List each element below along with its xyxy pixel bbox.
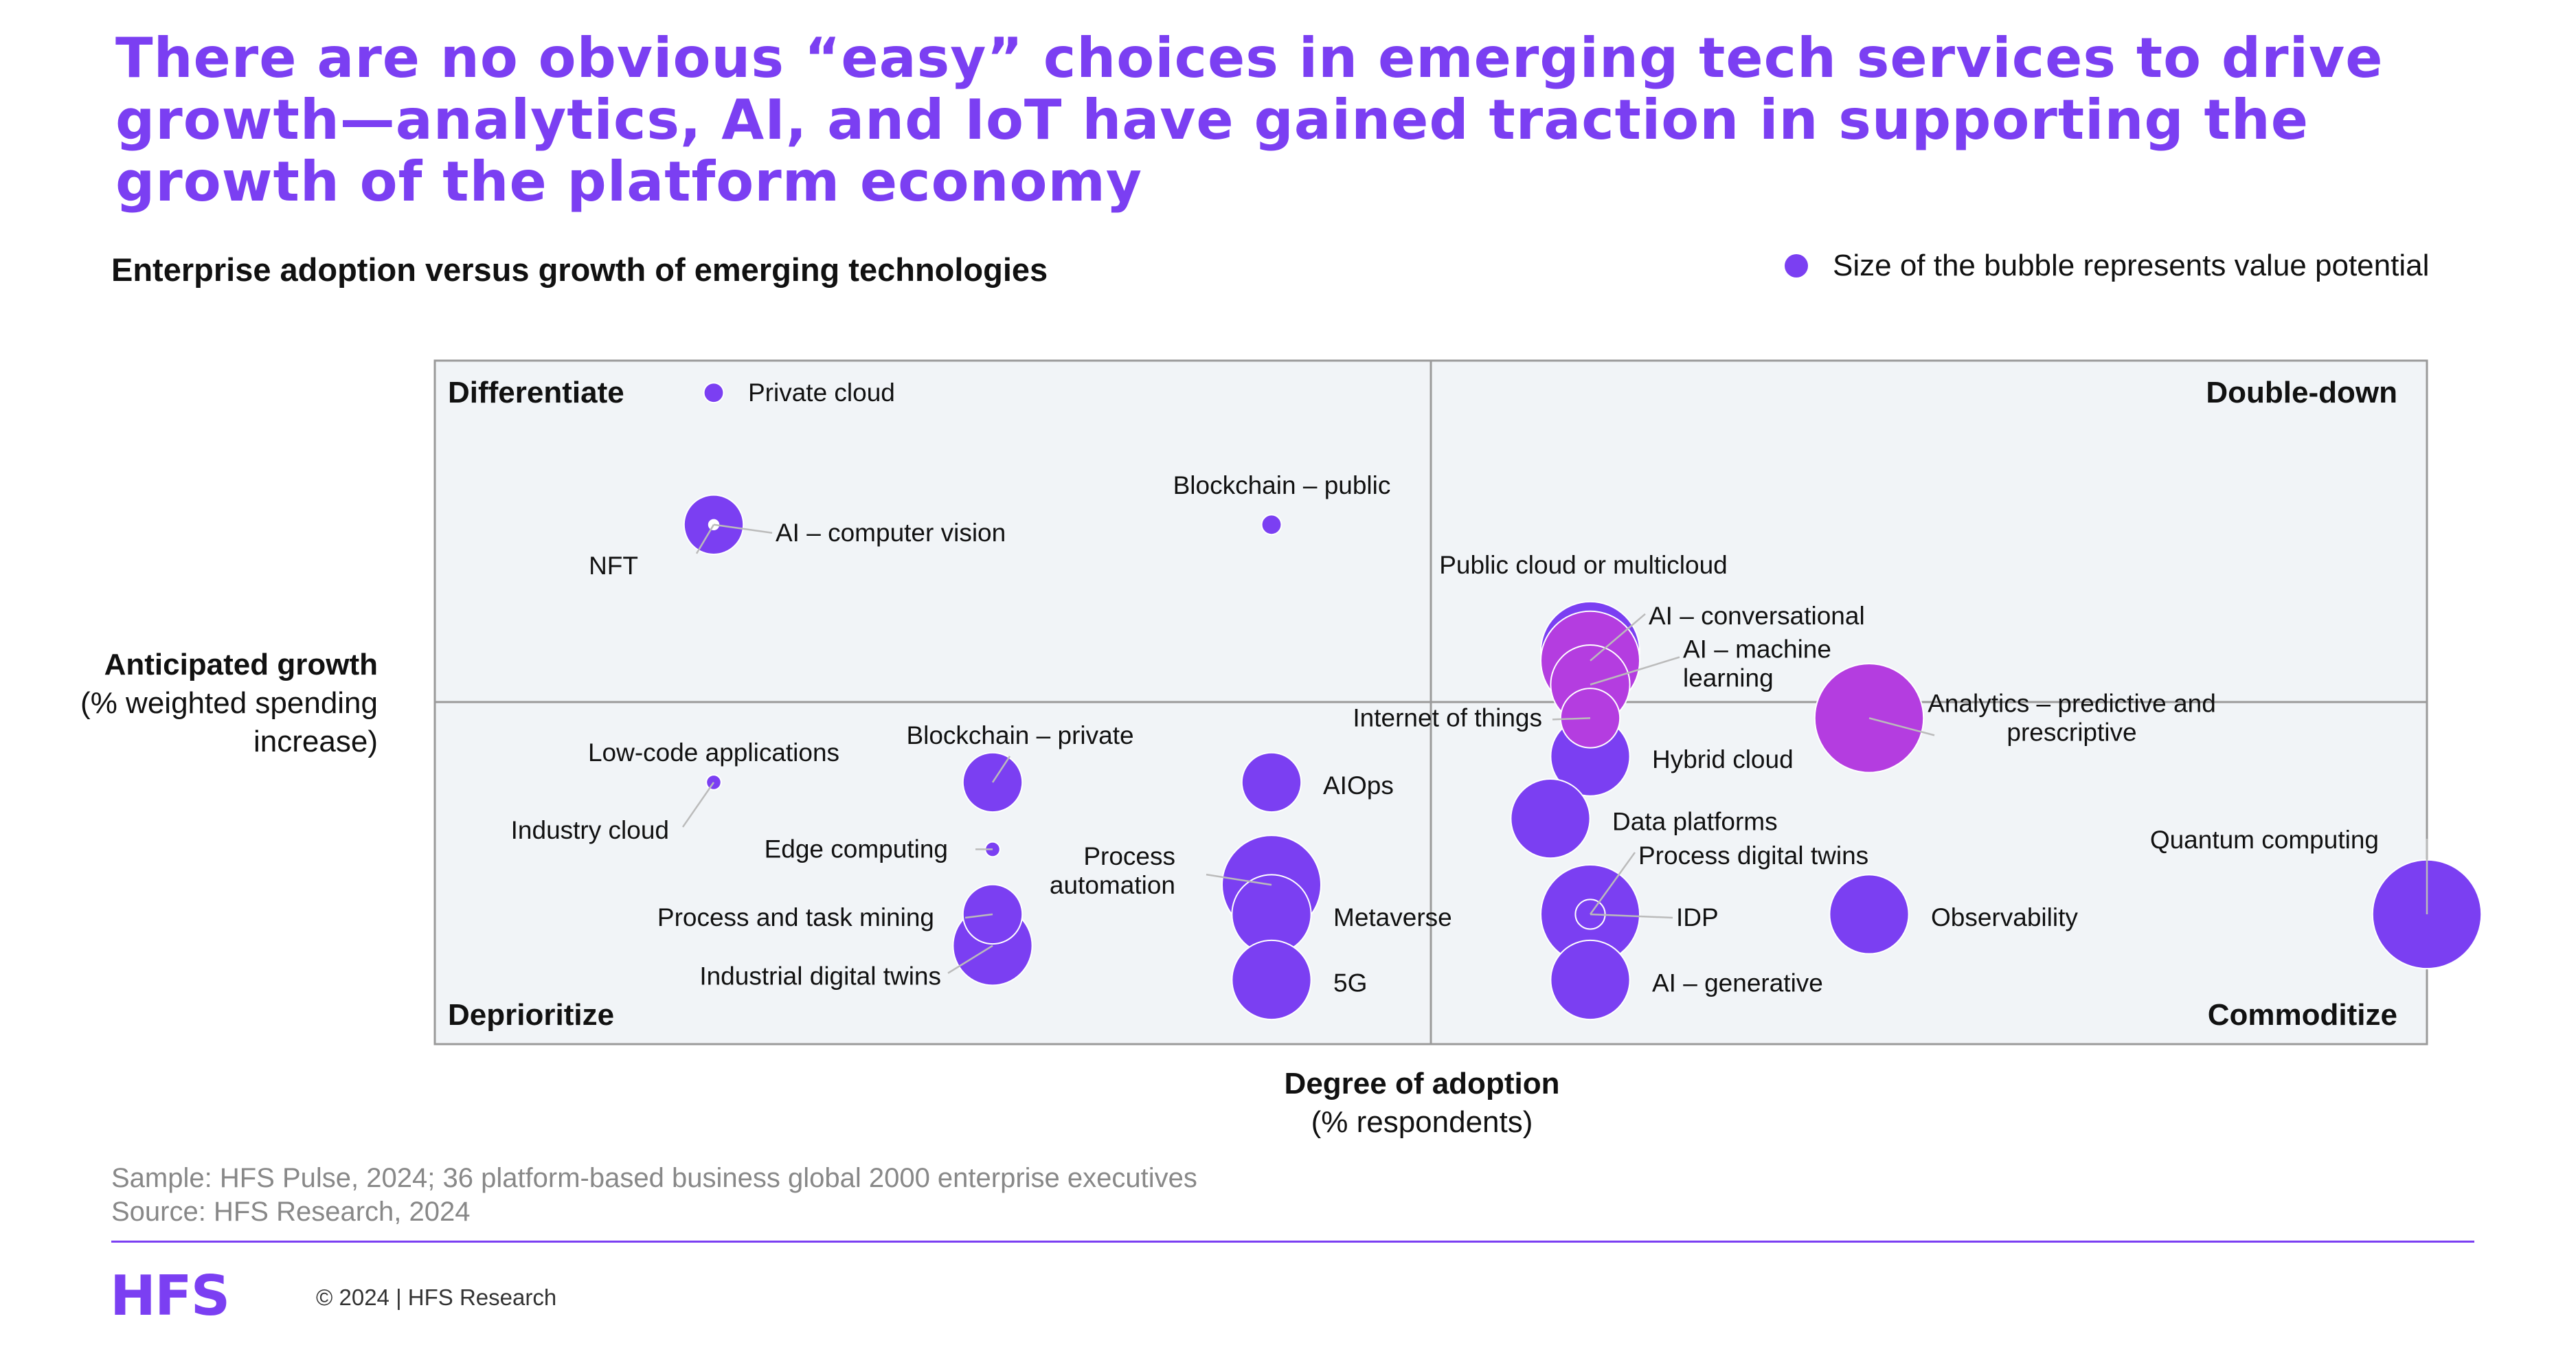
label-ai-computer-vision: AI – computer vision: [776, 519, 1006, 547]
bubble-chart: Differentiate Double-down Deprioritize C…: [433, 359, 2483, 1046]
leader-industry-cloud: [681, 782, 715, 828]
label-internet-of-things: Internet of things: [1353, 703, 1542, 732]
x-axis-title: Degree of adoption: [1284, 1067, 1560, 1100]
label-ai-generative: AI – generative: [1652, 969, 1823, 997]
quadrant-label-double-down: Double-down: [2206, 376, 2397, 409]
label-analytics-predictive-and-prescriptive: Analytics – predictive and prescriptive: [1928, 689, 2216, 746]
sample-note: Sample: HFS Pulse, 2024; 36 platform-bas…: [111, 1163, 1197, 1193]
label-metaverse: Metaverse: [1333, 903, 1452, 931]
label-quantum-computing: Quantum computing: [2150, 826, 2379, 854]
leader-lines: [681, 523, 2428, 974]
leader-ai-computer-vision: [713, 523, 773, 534]
leader-process-and-task-mining: [964, 913, 993, 919]
label-process-and-task-mining: Process and task mining: [657, 903, 934, 931]
label-private-cloud: Private cloud: [748, 378, 895, 407]
label-hybrid-cloud: Hybrid cloud: [1652, 745, 1794, 773]
copyright: © 2024 | HFS Research: [316, 1285, 557, 1310]
legend-bubble-icon: [1785, 254, 1808, 278]
chart-subtitle: Enterprise adoption versus growth of eme…: [111, 251, 1048, 288]
bubble-observability: [1829, 874, 1910, 955]
label-data-platforms: Data platforms: [1612, 808, 1778, 836]
label-5g: 5G: [1333, 969, 1367, 997]
bubble-5g: [1231, 939, 1312, 1021]
label-industrial-digital-twins: Industrial digital twins: [699, 962, 941, 991]
footer-divider: [111, 1241, 2474, 1243]
leader-internet-of-things: [1552, 717, 1591, 721]
leader-nft: [695, 524, 715, 554]
bubble-private-cloud: [703, 382, 725, 404]
quadrant-label-deprioritize: Deprioritize: [448, 998, 614, 1032]
y-axis-label: Anticipated growth (% weighted spending …: [76, 646, 378, 761]
label-edge-computing: Edge computing: [765, 835, 948, 863]
quadrant-label-commoditize: Commoditize: [2208, 998, 2397, 1032]
label-blockchain-private: Blockchain – private: [906, 721, 1133, 749]
bubble-labels: Private cloud NFT AI – computer vision Bloc…: [511, 378, 2379, 997]
label-public-cloud-or-multicloud: Public cloud or multicloud: [1439, 551, 1728, 579]
label-aiops: AIOps: [1323, 771, 1394, 800]
source-note: Source: HFS Research, 2024: [111, 1197, 471, 1227]
y-axis-title: Anticipated growth: [104, 648, 378, 681]
x-axis-subtitle: (% respondents): [1311, 1105, 1533, 1139]
x-axis-label: Degree of adoption (% respondents): [1216, 1065, 1628, 1142]
label-idp: IDP: [1676, 903, 1719, 931]
hfs-logo: HFS: [110, 1264, 230, 1328]
y-axis-subtitle: (% weighted spending increase): [80, 686, 378, 758]
bubble-blockchain-public: [1261, 514, 1283, 536]
leader-process-digital-twins: [1589, 852, 1636, 915]
leader-analytics-predictive-and-prescriptive: [1868, 717, 1935, 736]
leader-idp: [1590, 913, 1673, 919]
label-process-digital-twins: Process digital twins: [1638, 841, 1868, 870]
leader-ai-machine-learning: [1590, 656, 1680, 686]
legend-text: Size of the bubble represents value pote…: [1833, 249, 2430, 282]
label-low-code-applications: Low-code applications: [588, 738, 839, 767]
leader-ai-conversational: [1590, 613, 1646, 662]
label-industry-cloud: Industry cloud: [511, 816, 669, 844]
bubble-aiops: [1241, 751, 1302, 813]
label-blockchain-public: Blockchain – public: [1173, 471, 1391, 499]
label-ai-conversational: AI – conversational: [1649, 602, 1865, 630]
leader-process-automation: [1206, 873, 1272, 886]
quadrant-label-differentiate: Differentiate: [448, 376, 624, 409]
label-nft: NFT: [589, 552, 638, 580]
page-title: There are no obvious “easy” choices in e…: [115, 26, 2384, 214]
chart-legend: Size of the bubble represents value pote…: [1785, 249, 2429, 283]
bubble-data-platforms: [1510, 778, 1591, 859]
bubble-ai-generative: [1550, 939, 1631, 1021]
leader-industrial-digital-twins: [947, 945, 993, 974]
label-ai-machine-learning: AI – machine learning: [1683, 635, 1831, 692]
label-observability: Observability: [1931, 903, 2078, 931]
label-process-automation: Process automation: [1050, 842, 1175, 899]
leader-blockchain-private: [991, 756, 1011, 783]
